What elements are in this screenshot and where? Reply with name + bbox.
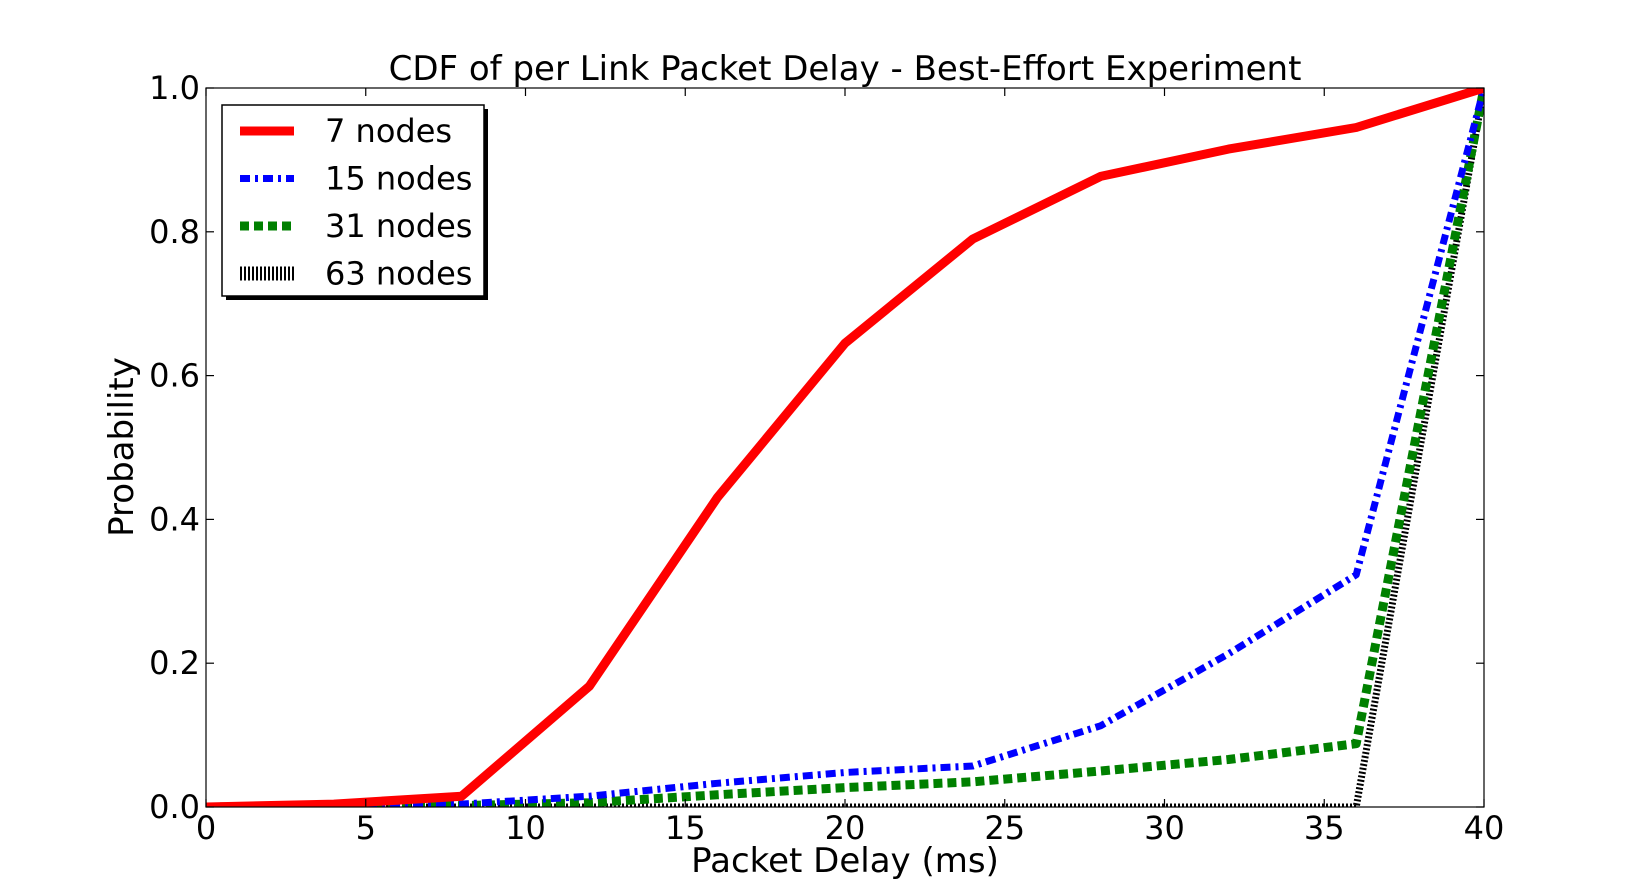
y-tick-label: 0.2 xyxy=(149,644,200,682)
x-axis-label: Packet Delay (ms) xyxy=(691,841,999,881)
x-tick-label: 15 xyxy=(665,809,706,847)
x-tick-label: 35 xyxy=(1304,809,1345,847)
legend-label: 63 nodes xyxy=(325,255,472,293)
y-tick-label: 0.6 xyxy=(149,357,200,395)
legend-label: 7 nodes xyxy=(325,112,452,150)
y-axis-label: Probability xyxy=(102,357,142,537)
legend-label: 31 nodes xyxy=(325,207,472,245)
legend: 7 nodes 15 nodes 31 nodes 63 nodes xyxy=(221,104,488,300)
x-tick-label: 5 xyxy=(356,809,376,847)
legend-label: 15 nodes xyxy=(325,160,472,198)
x-tick-label: 30 xyxy=(1144,809,1185,847)
x-tick-label: 20 xyxy=(825,809,866,847)
x-tick-label: 10 xyxy=(505,809,546,847)
series-line-7-nodes xyxy=(206,88,1484,807)
x-tick-label: 25 xyxy=(984,809,1025,847)
legend-box xyxy=(221,104,485,297)
y-tick-label: 0.4 xyxy=(149,500,200,538)
chart-title: CDF of per Link Packet Delay - Best-Effo… xyxy=(389,49,1302,89)
series-line-15-nodes xyxy=(206,88,1484,807)
x-tick-label: 40 xyxy=(1464,809,1505,847)
x-axis: 0 5 10 15 20 25 30 35 40 xyxy=(196,88,1505,847)
x-tick-label: 0 xyxy=(196,809,216,847)
y-tick-label: 0.0 xyxy=(149,788,200,826)
y-axis: 0.0 0.2 0.4 0.6 0.8 1.0 xyxy=(149,69,1484,826)
series-layer xyxy=(206,88,1484,807)
y-tick-label: 1.0 xyxy=(149,69,200,107)
y-tick-label: 0.8 xyxy=(149,213,200,251)
